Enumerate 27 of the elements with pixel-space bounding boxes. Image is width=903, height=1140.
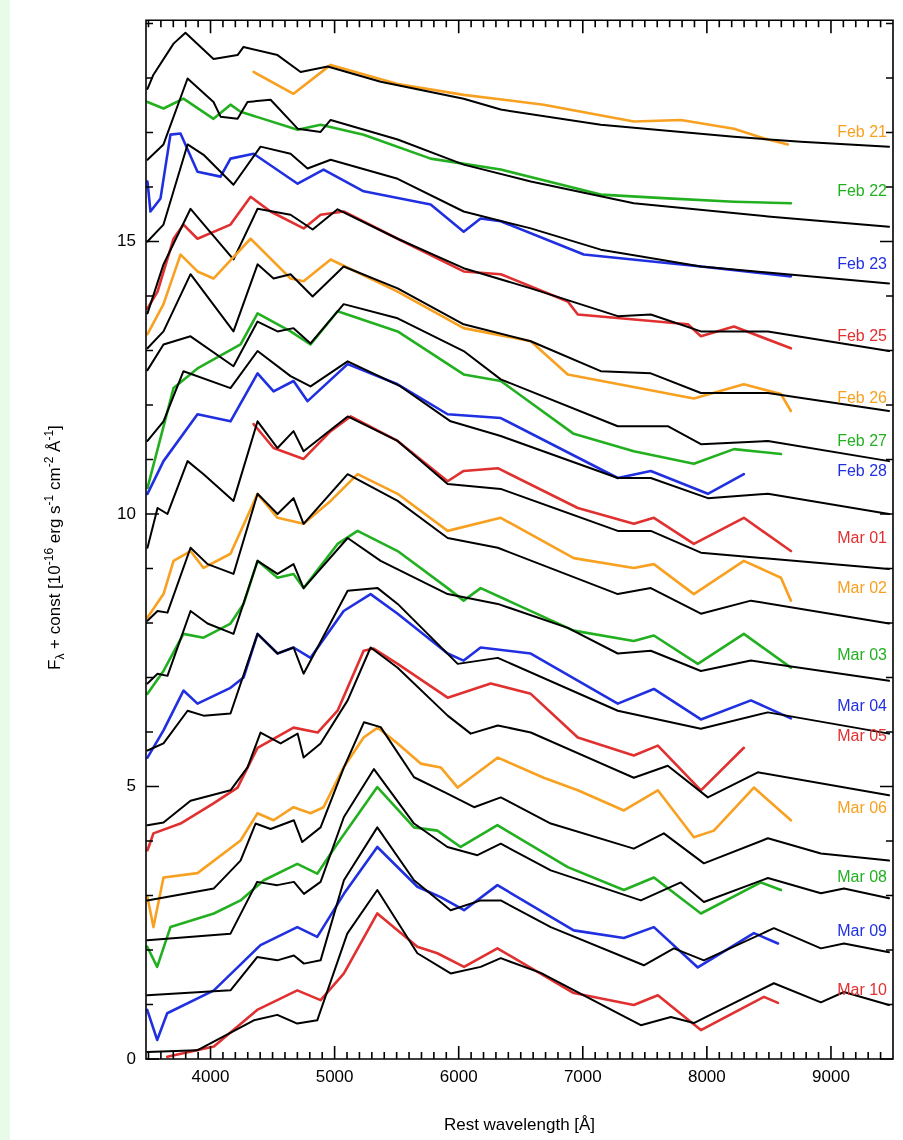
- x-tick-label: 6000: [439, 1066, 478, 1086]
- text: Mar 05: [837, 726, 888, 744]
- text: Mar 08: [837, 868, 888, 886]
- text: Feb 28: [837, 462, 888, 480]
- text: Feb 22: [837, 181, 888, 199]
- y-tick-label: 15: [117, 231, 136, 251]
- text: Mar 02: [837, 579, 888, 597]
- text: Fλ + const [10-16 erg s-1 cm-2 Å-1]: [42, 425, 67, 670]
- text: Mar 03: [837, 646, 888, 664]
- text: Feb 23: [837, 254, 888, 272]
- y-tick-label: 0: [126, 1048, 136, 1068]
- text: Mar 04: [837, 696, 888, 714]
- x-tick-label: 5000: [315, 1066, 354, 1086]
- x-tick-label: 7000: [563, 1066, 602, 1086]
- text: Feb 27: [837, 432, 888, 450]
- text: Feb 21: [837, 122, 888, 140]
- y-tick-label: 10: [117, 503, 136, 523]
- text: Feb 26: [837, 389, 888, 407]
- x-axis-title: Rest wavelength [Å]: [443, 1115, 596, 1135]
- text: Mar 09: [837, 921, 888, 939]
- x-tick-label: 9000: [812, 1066, 850, 1086]
- text: Mar 01: [837, 529, 888, 547]
- text: Feb 25: [837, 326, 888, 344]
- y-tick-label: 5: [126, 776, 136, 796]
- x-tick-label: 4000: [191, 1066, 230, 1086]
- x-tick-label: 8000: [687, 1066, 726, 1086]
- text: Mar 06: [837, 798, 888, 816]
